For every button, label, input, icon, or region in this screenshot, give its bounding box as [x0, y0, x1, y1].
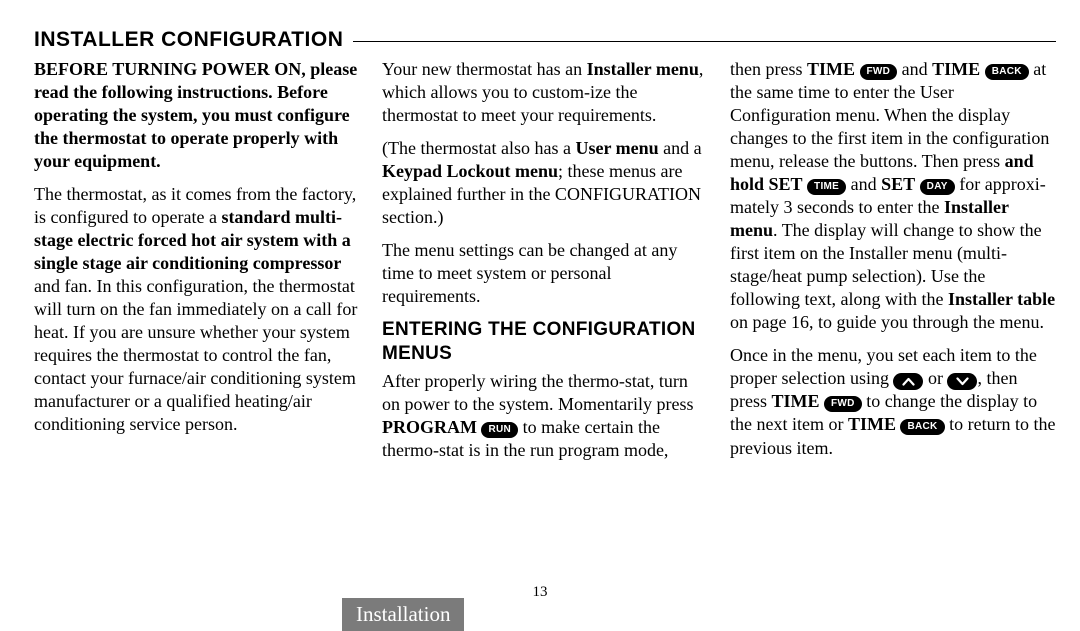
columns: BEFORE TURNING POWER ON, please read the…: [34, 58, 1056, 472]
time-pill-icon: TIME: [807, 179, 846, 195]
col3-para-2: Once in the menu, you set each item to t…: [730, 344, 1056, 459]
day-pill-icon: DAY: [920, 179, 955, 195]
up-arrow-pill-icon: [893, 373, 923, 390]
page-number: 13: [0, 584, 1080, 601]
subsection-heading: ENTERING THE CONFIGURATION MENUS: [382, 318, 708, 366]
text-fragment: and TIME: [897, 59, 985, 79]
down-arrow-pill-icon: [947, 373, 977, 390]
col2-para-4: After properly wiring the thermo-stat, t…: [382, 370, 708, 462]
fwd-pill-icon: FWD: [860, 64, 898, 80]
header-rule: [353, 41, 1056, 42]
back-pill-icon: BACK: [900, 419, 944, 435]
section-title: INSTALLER CONFIGURATION: [34, 28, 353, 52]
fwd-pill-icon: FWD: [824, 396, 862, 412]
col1-para-1: BEFORE TURNING POWER ON, please read the…: [34, 58, 360, 173]
text-fragment: then press TIME: [730, 59, 860, 79]
back-pill-icon: BACK: [985, 64, 1029, 80]
text-fragment: and SET: [846, 174, 920, 194]
column-2: Your new thermostat has an Installer men…: [382, 58, 708, 472]
text-fragment: or: [923, 368, 947, 388]
manual-page: INSTALLER CONFIGURATION BEFORE TURNING P…: [0, 0, 1080, 631]
col1-para-2: The thermostat, as it comes from the fac…: [34, 183, 360, 436]
column-3: then press TIME FWD and TIME BACK at the…: [730, 58, 1056, 472]
run-pill-icon: RUN: [481, 422, 518, 438]
section-tab: Installation: [342, 598, 464, 631]
col2-para-2: (The thermostat also has a User menu and…: [382, 137, 708, 229]
column-1: BEFORE TURNING POWER ON, please read the…: [34, 58, 360, 472]
section-header-row: INSTALLER CONFIGURATION: [34, 28, 1056, 52]
col2-para-1: Your new thermostat has an Installer men…: [382, 58, 708, 127]
col3-para-1: then press TIME FWD and TIME BACK at the…: [730, 58, 1056, 334]
col2-para-3: The menu settings can be changed at any …: [382, 239, 708, 308]
text-fragment: for approxi-mately 3 seconds to enter th…: [730, 174, 1055, 332]
